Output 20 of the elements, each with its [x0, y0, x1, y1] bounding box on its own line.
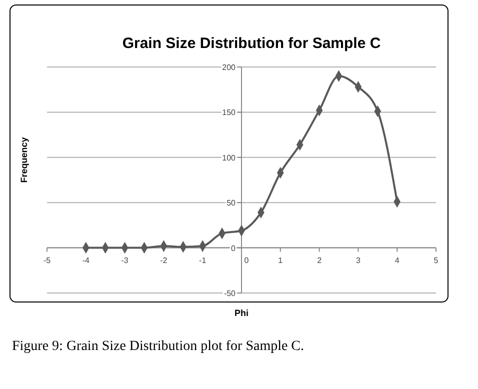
- y-tick-label: 200: [222, 63, 236, 72]
- x-tick-label: 1: [278, 256, 284, 265]
- x-tick-label: -3: [121, 256, 129, 265]
- x-tick-label: 3: [356, 256, 361, 265]
- x-tick-label: 2: [317, 256, 322, 265]
- y-tick-label: 100: [222, 153, 236, 162]
- x-tick-label: -1: [199, 256, 207, 265]
- x-tick-label: -5: [43, 256, 52, 265]
- caption: Figure 9: Grain Size Distribution plot for Sample C.: [12, 339, 304, 354]
- chart-title: Grain Size Distribution for Sample C: [122, 35, 381, 52]
- y-tick-label: 50: [226, 198, 236, 208]
- x-tick-label: 5: [434, 256, 439, 265]
- x-tick-label: 0: [244, 256, 250, 265]
- y-axis-title: Frequency: [19, 137, 29, 183]
- x-tick-label: -4: [82, 256, 90, 265]
- x-axis-title: Phi: [234, 308, 249, 318]
- y-tick-label: -50: [224, 289, 236, 298]
- x-tick-label: -2: [160, 256, 168, 265]
- y-tick-label: 150: [222, 108, 236, 118]
- x-tick-label: 4: [394, 256, 400, 265]
